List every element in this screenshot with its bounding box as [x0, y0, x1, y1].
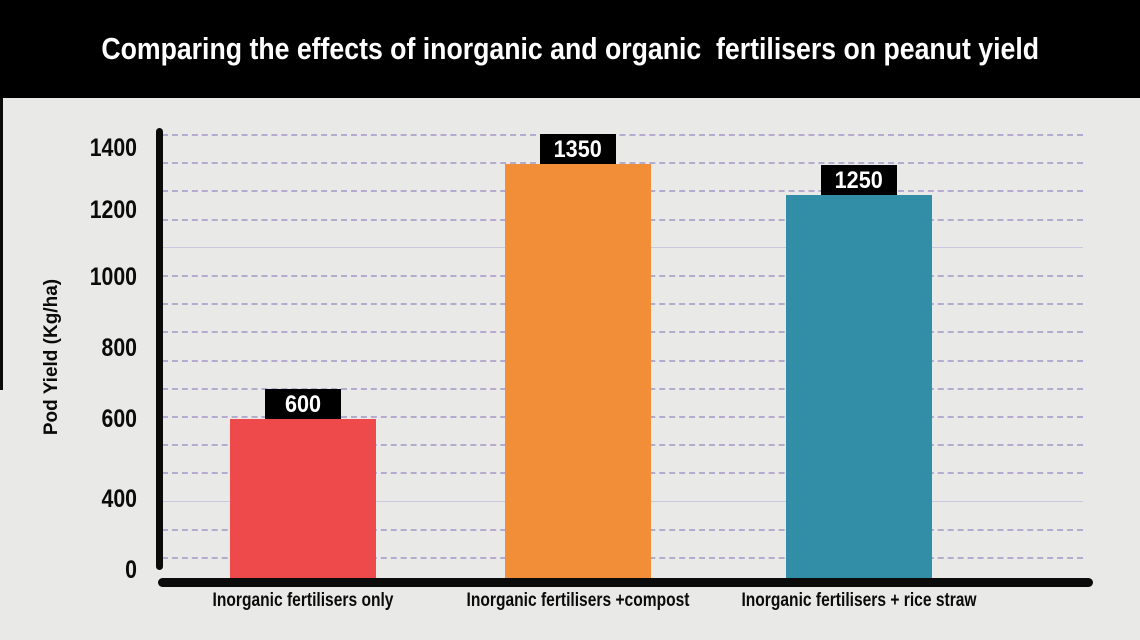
bar-inorganic-only	[230, 419, 376, 578]
grid-line	[162, 162, 1083, 165]
y-tick-0: 0	[125, 556, 137, 584]
value-label-inorganic-only: 600	[265, 389, 341, 419]
y-tick-600: 600	[101, 405, 137, 433]
value-label-text: 1350	[553, 135, 603, 163]
plot-area: Pod Yield (Kg/ha) 1400 1200 1000 800 600 400 0…	[0, 98, 1140, 640]
bar-inorganic-rice-straw	[786, 194, 932, 578]
chart-title: Comparing the effects of inorganic and o…	[101, 31, 1039, 66]
value-label-inorganic-compost: 1350	[540, 133, 616, 164]
y-tick-1000: 1000	[89, 263, 137, 291]
title-bar: Comparing the effects of inorganic and o…	[0, 0, 1140, 98]
category-label-inorganic-only: Inorganic fertilisers only	[212, 590, 394, 611]
value-label-text: 600	[284, 391, 322, 418]
grid-line	[162, 134, 1083, 136]
y-tick-400: 400	[101, 485, 137, 513]
value-label-inorganic-rice-straw: 1250	[821, 164, 897, 195]
y-tick-1400: 1400	[89, 134, 137, 162]
y-tick-800: 800	[101, 334, 137, 362]
value-label-text: 1250	[834, 166, 884, 194]
bar-inorganic-compost	[505, 163, 651, 578]
x-axis-line	[158, 578, 1093, 587]
y-axis-line	[156, 128, 163, 570]
left-border-strip	[0, 98, 3, 390]
y-tick-1200: 1200	[89, 196, 137, 224]
category-label-inorganic-compost: Inorganic fertilisers +compost	[466, 590, 690, 611]
category-label-inorganic-rice-straw: Inorganic fertilisers + rice straw	[741, 590, 977, 611]
